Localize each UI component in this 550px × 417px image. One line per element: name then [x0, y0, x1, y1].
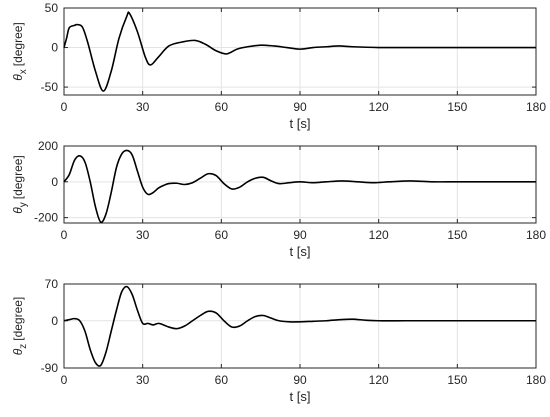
y-axis-subscript: z: [18, 344, 29, 349]
y-axis-subscript: x: [18, 69, 29, 74]
y-axis-subscript: y: [18, 202, 29, 207]
x-tick-label: 150: [447, 100, 467, 114]
x-tick-label: 30: [136, 373, 150, 387]
y-axis-label: θy [degree]: [11, 155, 29, 214]
x-axis-label: t [s]: [290, 244, 311, 259]
series-line-theta-x: [63, 11, 536, 92]
x-tick-label: 60: [215, 373, 229, 387]
y-tick-label: -200: [34, 211, 58, 225]
x-tick-label: 120: [369, 100, 389, 114]
x-tick-label: 0: [61, 100, 68, 114]
y-axis-unit: [degree]: [11, 22, 25, 66]
x-tick-label: 120: [369, 373, 389, 387]
x-tick-label: 120: [369, 228, 389, 242]
x-tick-label: 0: [61, 228, 68, 242]
y-axis-symbol: θ: [11, 207, 25, 214]
y-tick-label: 50: [45, 1, 59, 15]
y-tick-label: 70: [45, 277, 59, 291]
x-tick-label: 180: [526, 373, 546, 387]
x-tick-label: 30: [136, 100, 150, 114]
y-axis-label: θx [degree]: [11, 22, 29, 81]
x-tick-label: 90: [293, 228, 307, 242]
x-tick-label: 180: [526, 228, 546, 242]
x-tick-label: 0: [61, 373, 68, 387]
x-tick-label: 180: [526, 100, 546, 114]
x-tick-label: 90: [293, 373, 307, 387]
x-axis-label: t [s]: [290, 389, 311, 404]
y-axis-symbol: θ: [11, 74, 25, 81]
x-tick-label: 150: [447, 228, 467, 242]
series-line-theta-y: [63, 149, 536, 224]
y-tick-label: -50: [41, 80, 59, 94]
y-tick-label: 0: [51, 41, 58, 55]
x-tick-label: 60: [215, 100, 229, 114]
x-tick-label: 30: [136, 228, 150, 242]
x-tick-label: 90: [293, 100, 307, 114]
x-tick-label: 60: [215, 228, 229, 242]
y-axis-unit: [degree]: [11, 297, 25, 341]
y-tick-label: 200: [38, 139, 58, 153]
series-line-theta-z: [63, 285, 536, 367]
x-axis-label: t [s]: [290, 116, 311, 131]
y-tick-label: 0: [51, 175, 58, 189]
y-axis-label: θz [degree]: [11, 297, 29, 356]
y-axis-symbol: θ: [11, 348, 25, 355]
y-tick-label: 0: [51, 314, 58, 328]
y-axis-unit: [degree]: [11, 155, 25, 199]
y-tick-label: -90: [41, 361, 59, 375]
x-tick-label: 150: [447, 373, 467, 387]
